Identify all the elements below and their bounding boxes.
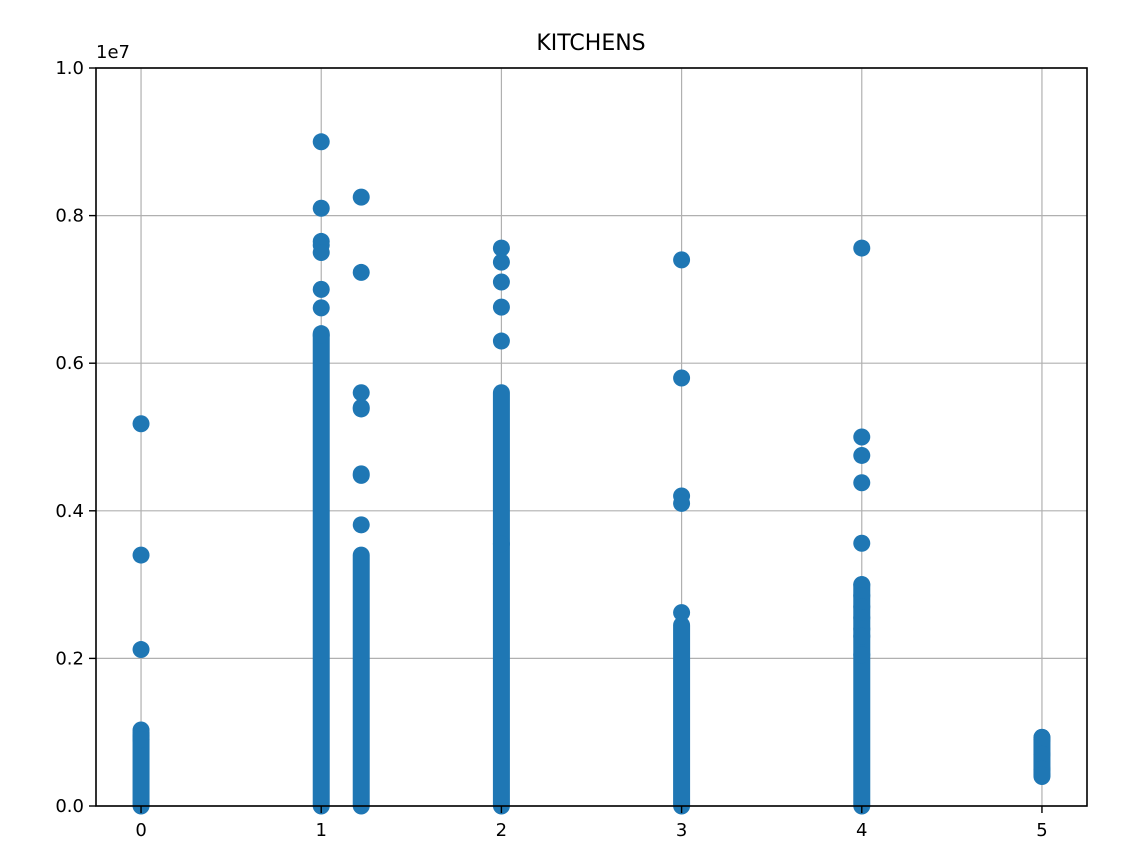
scatter-point-5-4 xyxy=(853,534,871,552)
scatter-point-5-11 xyxy=(853,646,871,664)
scatter-point-1-4 xyxy=(312,244,330,261)
scatter-point-4-0 xyxy=(673,251,691,269)
y-tick-label-5: 1.0 xyxy=(55,58,84,79)
scatter-cluster-1 xyxy=(312,325,330,815)
scatter-point-1-5 xyxy=(312,280,330,298)
y-offset-label: 1e7 xyxy=(96,42,130,63)
scatter-point-5-1 xyxy=(853,428,871,446)
plot-frame xyxy=(95,67,1088,807)
scatter-point-5-10 xyxy=(853,627,871,645)
scatter-point-1-1 xyxy=(312,199,330,217)
scatter-point-2-6 xyxy=(352,466,370,484)
scatter-point-0-5 xyxy=(132,731,150,749)
y-tick-label-3: 0.6 xyxy=(55,353,84,374)
x-tick-label-3: 3 xyxy=(676,820,687,841)
scatter-point-2-0 xyxy=(352,188,370,206)
scatter-point-0-1 xyxy=(132,546,150,564)
x-tick-label-5: 5 xyxy=(1036,820,1047,841)
chart-title: KITCHENS xyxy=(536,31,645,56)
scatter-point-3-3 xyxy=(492,298,510,316)
scatter-point-5-2 xyxy=(853,446,871,464)
scatter-point-4-4 xyxy=(673,604,691,622)
scatter-point-5-0 xyxy=(853,239,871,257)
x-tick-label-0: 0 xyxy=(135,820,146,841)
scatter-point-2-2 xyxy=(352,384,370,402)
scatter-point-2-4 xyxy=(352,400,370,418)
scatter-point-3-1 xyxy=(492,253,510,271)
y-tick-label-2: 0.4 xyxy=(55,501,84,522)
scatter-cluster-2 xyxy=(352,546,370,815)
scatter-point-1-6 xyxy=(312,299,330,317)
ticks-layer: 0 1 2 3 4 5 0.0 0.2 0.4 0.6 0.8 1.0 xyxy=(55,58,1047,841)
x-tick-label-1: 1 xyxy=(316,820,327,841)
scatter-point-1-7 xyxy=(312,326,330,344)
scatter-point-3-2 xyxy=(492,273,510,291)
points-layer xyxy=(132,133,1051,815)
scatter-cluster-3 xyxy=(492,384,510,815)
scatter-point-6-2 xyxy=(1033,745,1051,763)
x-tick-label-4: 4 xyxy=(856,820,867,841)
scatter-point-6-1 xyxy=(1033,731,1051,749)
x-tick-label-2: 2 xyxy=(496,820,507,841)
scatter-point-5-3 xyxy=(853,474,871,492)
scatter-point-3-0 xyxy=(492,239,510,257)
scatter-cluster-4 xyxy=(673,616,691,815)
scatter-point-2-7 xyxy=(352,516,370,534)
scatter-point-0-2 xyxy=(132,641,150,659)
scatter-point-2-1 xyxy=(352,263,370,281)
y-tick-label-1: 0.2 xyxy=(55,648,84,669)
scatter-point-1-0 xyxy=(312,133,330,151)
scatter-point-4-3 xyxy=(673,494,691,512)
y-tick-label-0: 0.0 xyxy=(55,796,84,817)
scatter-point-4-1 xyxy=(673,369,691,387)
scatter-point-3-5 xyxy=(492,535,510,553)
scatter-point-3-4 xyxy=(492,332,510,350)
scatter-point-6-4 xyxy=(1033,766,1051,784)
grid-layer xyxy=(96,67,1087,807)
scatter-point-0-0 xyxy=(132,415,150,433)
y-tick-label-4: 0.8 xyxy=(55,206,84,227)
